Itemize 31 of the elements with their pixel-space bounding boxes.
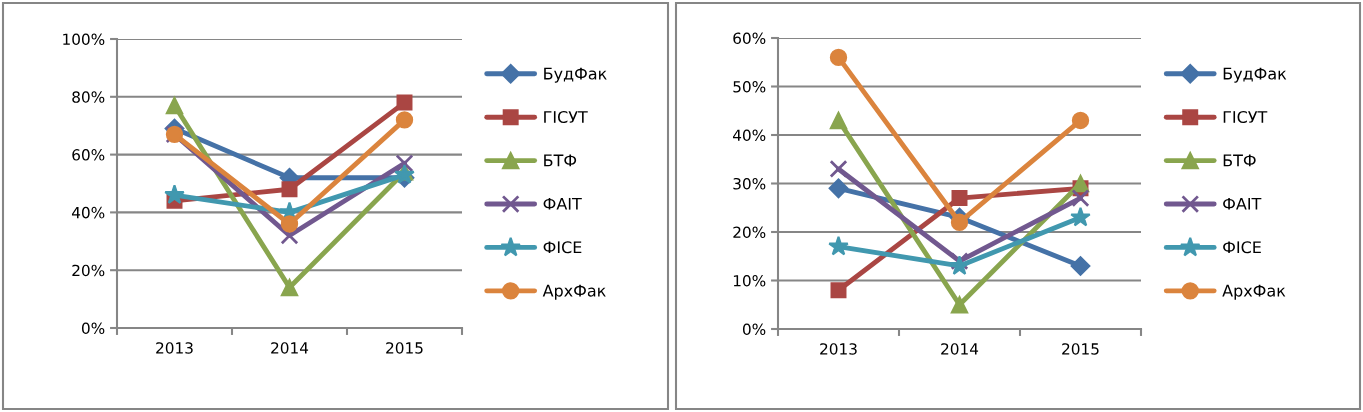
legend-label: БудФак bbox=[544, 67, 607, 83]
legend-label: БудФак bbox=[1223, 67, 1287, 83]
x-tick-label: 2015 bbox=[386, 342, 423, 354]
legend-label: БТФ bbox=[544, 154, 577, 167]
y-tick-label: 0% bbox=[742, 323, 766, 336]
legend-label: ФІСЕ bbox=[543, 241, 582, 254]
y-tick-label: 40% bbox=[732, 129, 766, 142]
y-tick-label: 10% bbox=[733, 274, 766, 287]
y-tick-label: 40% bbox=[71, 206, 105, 219]
y-tick-label: 0% bbox=[81, 322, 105, 335]
y-tick-label: 20% bbox=[72, 264, 105, 277]
legend-label: ФІСЕ bbox=[1223, 241, 1261, 254]
x-tick-label: 2014 bbox=[941, 343, 979, 355]
legend-label: ФАІТ bbox=[543, 197, 582, 210]
legend-label: АрхФак bbox=[1222, 284, 1286, 300]
legend-label: АрхФак bbox=[542, 284, 606, 300]
y-tick-label: 60% bbox=[733, 32, 766, 45]
x-tick-label: 2015 bbox=[1062, 343, 1099, 355]
x-tick-label: 2014 bbox=[271, 342, 309, 354]
legend-label: ФАІТ bbox=[1223, 197, 1262, 210]
y-tick-label: 60% bbox=[72, 149, 105, 161]
legend-label: БТФ bbox=[1223, 154, 1256, 167]
y-tick-label: 20% bbox=[733, 226, 766, 239]
legend-label: ГІСУТ bbox=[1223, 110, 1268, 124]
y-tick-label: 80% bbox=[72, 91, 105, 103]
x-tick-label: 2013 bbox=[156, 342, 193, 354]
y-tick-label: 30% bbox=[733, 177, 766, 190]
legend-label: ГІСУТ bbox=[544, 110, 588, 124]
x-tick-label: 2013 bbox=[820, 343, 857, 355]
y-tick-label: 100% bbox=[63, 33, 105, 46]
y-tick-label: 50% bbox=[733, 80, 766, 93]
